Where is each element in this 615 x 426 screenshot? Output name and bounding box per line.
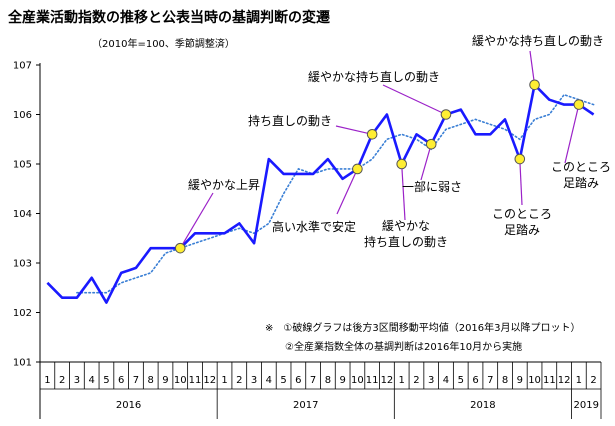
x-tick-label: 11 (366, 375, 379, 386)
y-tick-label: 103 (13, 259, 32, 270)
x-tick-label: 8 (325, 375, 331, 386)
x-tick-label: 10 (351, 375, 364, 386)
year-label: 2018 (470, 400, 495, 411)
judgment-marker (529, 79, 540, 91)
annotation-leader-line (336, 168, 358, 215)
annotation-leader-line (564, 104, 580, 164)
x-tick-label: 7 (133, 375, 139, 386)
annotation-label: 持ち直しの動き (364, 234, 448, 249)
footnote: ②全産業指数全体の基調判断は2016年10月から実施 (285, 340, 522, 353)
x-tick-label: 1 (221, 375, 227, 386)
annotation-label: 一部に弱さ (402, 179, 462, 194)
x-tick-label: 10 (528, 375, 541, 386)
y-tick-label: 105 (13, 160, 32, 171)
annotation-label: このところ (492, 207, 552, 221)
x-tick-label: 3 (251, 375, 257, 386)
annotation-leader-line (420, 144, 432, 181)
judgment-marker (366, 129, 378, 140)
annotation-label: 緩やかな (382, 219, 430, 233)
x-tick-label: 12 (558, 375, 571, 386)
footnote: ※ ①破線グラフは後方3区間移動平均値（2016年3月以降プロット） (265, 321, 581, 334)
x-tick-label: 9 (339, 375, 345, 386)
chart-subtitle: （2010年=100、季節調整済） (92, 37, 235, 50)
y-tick-label: 107 (13, 61, 32, 72)
x-tick-label: 7 (487, 375, 493, 386)
moving-average-line (76, 93, 595, 294)
x-tick-label: 7 (310, 375, 316, 386)
annotation-label: このところ (551, 160, 611, 174)
x-tick-label: 12 (203, 375, 216, 386)
annotation-label: 緩やかな上昇 (188, 178, 260, 192)
chart-title: 全産業活動指数の推移と公表当時の基調判断の変遷 (7, 9, 330, 26)
annotation-label: 高い水準で安定 (272, 219, 356, 234)
annotation-leader-line (179, 192, 214, 249)
x-tick-label: 10 (174, 375, 187, 386)
annotation-label: 足踏み (504, 223, 540, 237)
year-label: 2017 (293, 400, 318, 411)
x-tick-label: 4 (266, 375, 272, 386)
x-tick-label: 1 (399, 375, 405, 386)
x-tick-label: 9 (517, 375, 523, 386)
x-tick-label: 11 (543, 375, 556, 386)
judgment-marker (573, 99, 585, 110)
annotation-leader-line (382, 84, 447, 116)
annotation-label: 緩やかな持ち直しの動き (308, 69, 440, 84)
annotation-leader-line (401, 163, 406, 221)
annotation-leader-line (519, 159, 523, 206)
x-tick-label: 12 (381, 375, 394, 386)
x-tick-label: 4 (443, 375, 449, 386)
x-tick-label: 5 (458, 375, 464, 386)
x-tick-label: 6 (295, 375, 301, 386)
judgment-marker (352, 163, 363, 175)
x-tick-label: 3 (74, 375, 80, 386)
x-tick-label: 3 (428, 375, 434, 386)
judgment-marker (396, 158, 407, 170)
year-label: 2019 (574, 400, 599, 411)
x-tick-label: 8 (502, 375, 508, 386)
x-tick-label: 1 (576, 375, 582, 386)
y-tick-label: 104 (13, 209, 32, 220)
judgment-marker (440, 109, 452, 120)
annotation-label: 緩やかな持ち直しの動き (472, 33, 604, 48)
x-tick-label: 4 (88, 375, 94, 386)
x-tick-label: 9 (162, 375, 168, 386)
x-tick-label: 8 (148, 375, 154, 386)
judgment-marker (514, 153, 526, 165)
judgment-marker (174, 242, 186, 254)
x-tick-label: 2 (413, 375, 419, 386)
y-tick-label: 106 (13, 110, 32, 121)
y-tick-label: 102 (13, 308, 32, 319)
annotation-leader-line (335, 125, 373, 135)
x-tick-label: 6 (472, 375, 478, 386)
x-tick-label: 5 (280, 375, 286, 386)
x-tick-label: 6 (118, 375, 124, 386)
index-line (46, 83, 595, 304)
x-tick-label: 1 (44, 375, 50, 386)
annotation-label: 足踏み (563, 176, 599, 190)
x-tick-label: 5 (103, 375, 109, 386)
x-tick-label: 11 (189, 375, 202, 386)
year-label: 2016 (116, 400, 141, 411)
x-tick-label: 2 (59, 375, 65, 386)
annotation-label: 持ち直しの動き (248, 113, 332, 128)
judgment-marker (425, 138, 437, 150)
x-tick-label: 2 (236, 375, 242, 386)
annotation-leader-line (529, 50, 536, 85)
y-tick-label: 101 (13, 358, 32, 369)
x-tick-label: 2 (590, 375, 596, 386)
